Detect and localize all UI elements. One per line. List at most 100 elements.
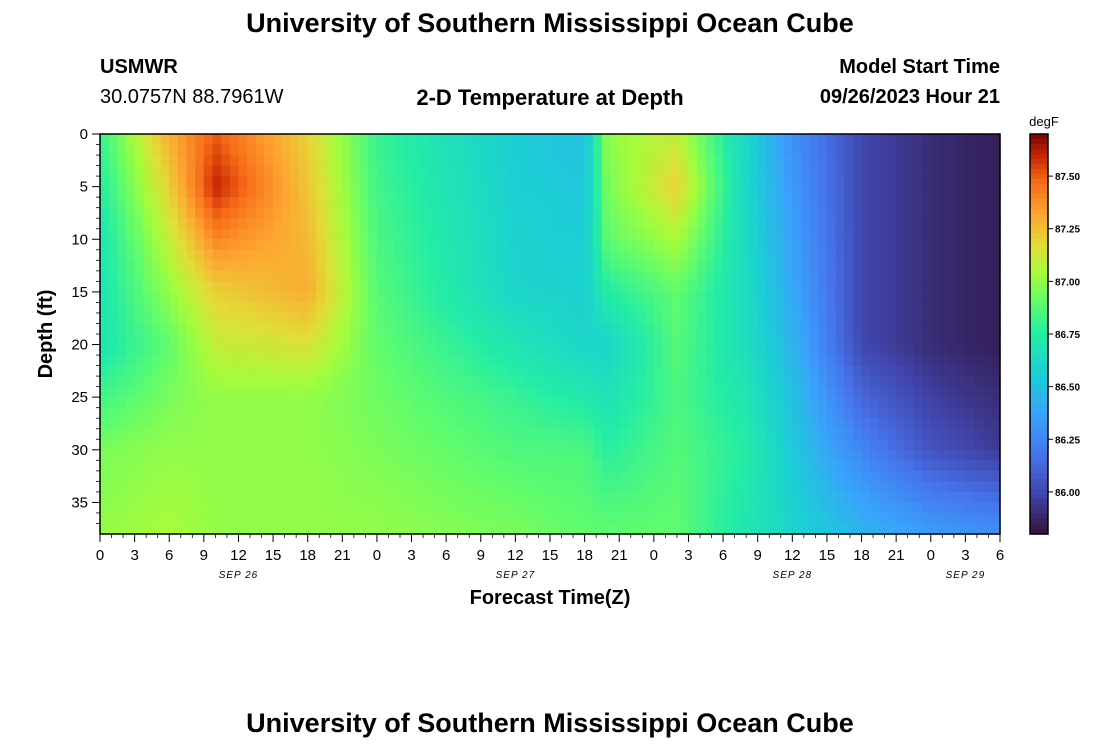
heatmap-cell xyxy=(757,270,767,282)
heatmap-cell xyxy=(766,460,776,472)
heatmap-cell xyxy=(697,344,707,356)
heatmap-cell xyxy=(151,165,162,177)
x-tick-label: 3 xyxy=(407,547,415,564)
heatmap-cell xyxy=(394,355,404,367)
heatmap-cell xyxy=(203,197,214,209)
heatmap-cell xyxy=(757,439,767,451)
heatmap-cell xyxy=(238,134,248,146)
heatmap-cell xyxy=(247,428,257,440)
heatmap-cell xyxy=(567,334,577,346)
heatmap-cell xyxy=(394,144,404,156)
heatmap-cell xyxy=(913,291,923,304)
heatmap-cell xyxy=(238,197,248,209)
heatmap-cell xyxy=(757,470,767,482)
heatmap-cell xyxy=(420,512,430,525)
heatmap-cell xyxy=(307,228,317,240)
heatmap-cell xyxy=(299,460,309,472)
heatmap-cell xyxy=(290,386,300,398)
heatmap-cell xyxy=(342,407,352,419)
heatmap-cell xyxy=(818,291,828,304)
heatmap-cell xyxy=(506,270,516,282)
heatmap-cell xyxy=(948,239,958,251)
heatmap-cell xyxy=(826,176,837,188)
heatmap-cell xyxy=(636,418,646,430)
heatmap-cell xyxy=(948,523,958,535)
heatmap-cell xyxy=(385,155,395,167)
heatmap-cell xyxy=(169,491,179,504)
heatmap-cell xyxy=(108,260,118,272)
heatmap-cell xyxy=(662,176,672,188)
heatmap-cell xyxy=(376,270,387,282)
heatmap-cell xyxy=(593,460,603,472)
heatmap-cell xyxy=(922,355,932,367)
heatmap-cell xyxy=(134,376,144,388)
heatmap-cell xyxy=(896,449,906,461)
heatmap-cell xyxy=(515,418,525,430)
heatmap-cell xyxy=(974,176,984,188)
heatmap-cell xyxy=(125,344,136,356)
heatmap-cell xyxy=(593,249,603,261)
heatmap-cell xyxy=(627,218,638,230)
heatmap-cell xyxy=(896,407,906,419)
heatmap-cell xyxy=(956,397,966,409)
heatmap-cell xyxy=(645,439,655,451)
heatmap-cell xyxy=(627,449,638,461)
heatmap-cell xyxy=(723,186,733,198)
heatmap-cell xyxy=(939,302,949,314)
heatmap-cell xyxy=(541,365,551,377)
heatmap-cell xyxy=(385,144,395,156)
heatmap-cell xyxy=(350,344,361,356)
heatmap-cell xyxy=(454,334,465,346)
heatmap-cell xyxy=(619,249,629,261)
heatmap-cell xyxy=(134,365,144,377)
heatmap-cell xyxy=(229,218,240,230)
heatmap-cell xyxy=(143,291,153,304)
colorbar-segment xyxy=(1030,454,1048,460)
heatmap-cell xyxy=(930,365,941,377)
heatmap-cell xyxy=(333,134,343,146)
heatmap-cell xyxy=(653,460,664,472)
heatmap-cell xyxy=(307,460,317,472)
heatmap-cell xyxy=(593,502,603,514)
heatmap-cell xyxy=(679,239,690,251)
heatmap-cell xyxy=(835,176,845,188)
heatmap-cell xyxy=(800,186,811,198)
heatmap-cell xyxy=(524,207,534,219)
heatmap-cell xyxy=(775,155,785,167)
heatmap-cell xyxy=(653,523,664,535)
heatmap-cell xyxy=(385,165,395,177)
heatmap-cell xyxy=(956,428,966,440)
heatmap-cell xyxy=(446,260,456,272)
heatmap-cell xyxy=(117,249,127,261)
heatmap-cell xyxy=(887,334,897,346)
heatmap-cell xyxy=(437,428,447,440)
heatmap-cell xyxy=(307,197,317,209)
heatmap-cell xyxy=(818,523,828,535)
heatmap-cell xyxy=(826,386,837,398)
heatmap-cell xyxy=(359,418,369,430)
heatmap-cell xyxy=(913,502,923,514)
heatmap-cell xyxy=(515,176,525,188)
heatmap-cell xyxy=(792,460,802,472)
heatmap-cell xyxy=(627,355,638,367)
heatmap-cell xyxy=(982,176,992,188)
heatmap-cell xyxy=(368,281,378,293)
heatmap-cell xyxy=(861,312,871,325)
heatmap-cell xyxy=(255,218,266,230)
heatmap-cell xyxy=(766,481,776,493)
heatmap-cell xyxy=(593,418,603,430)
heatmap-cell xyxy=(671,449,681,461)
heatmap-cell xyxy=(688,355,698,367)
heatmap-cell xyxy=(273,260,283,272)
heatmap-cell xyxy=(420,460,430,472)
heatmap-cell xyxy=(134,176,144,188)
heatmap-cell xyxy=(575,481,586,493)
heatmap-cell xyxy=(186,134,196,146)
heatmap-cell xyxy=(800,207,811,219)
heatmap-cell xyxy=(844,228,854,240)
heatmap-cell xyxy=(965,270,975,282)
heatmap-cell xyxy=(350,197,361,209)
heatmap-cell xyxy=(524,176,534,188)
heatmap-cell xyxy=(991,291,1001,304)
heatmap-cell xyxy=(411,207,421,219)
